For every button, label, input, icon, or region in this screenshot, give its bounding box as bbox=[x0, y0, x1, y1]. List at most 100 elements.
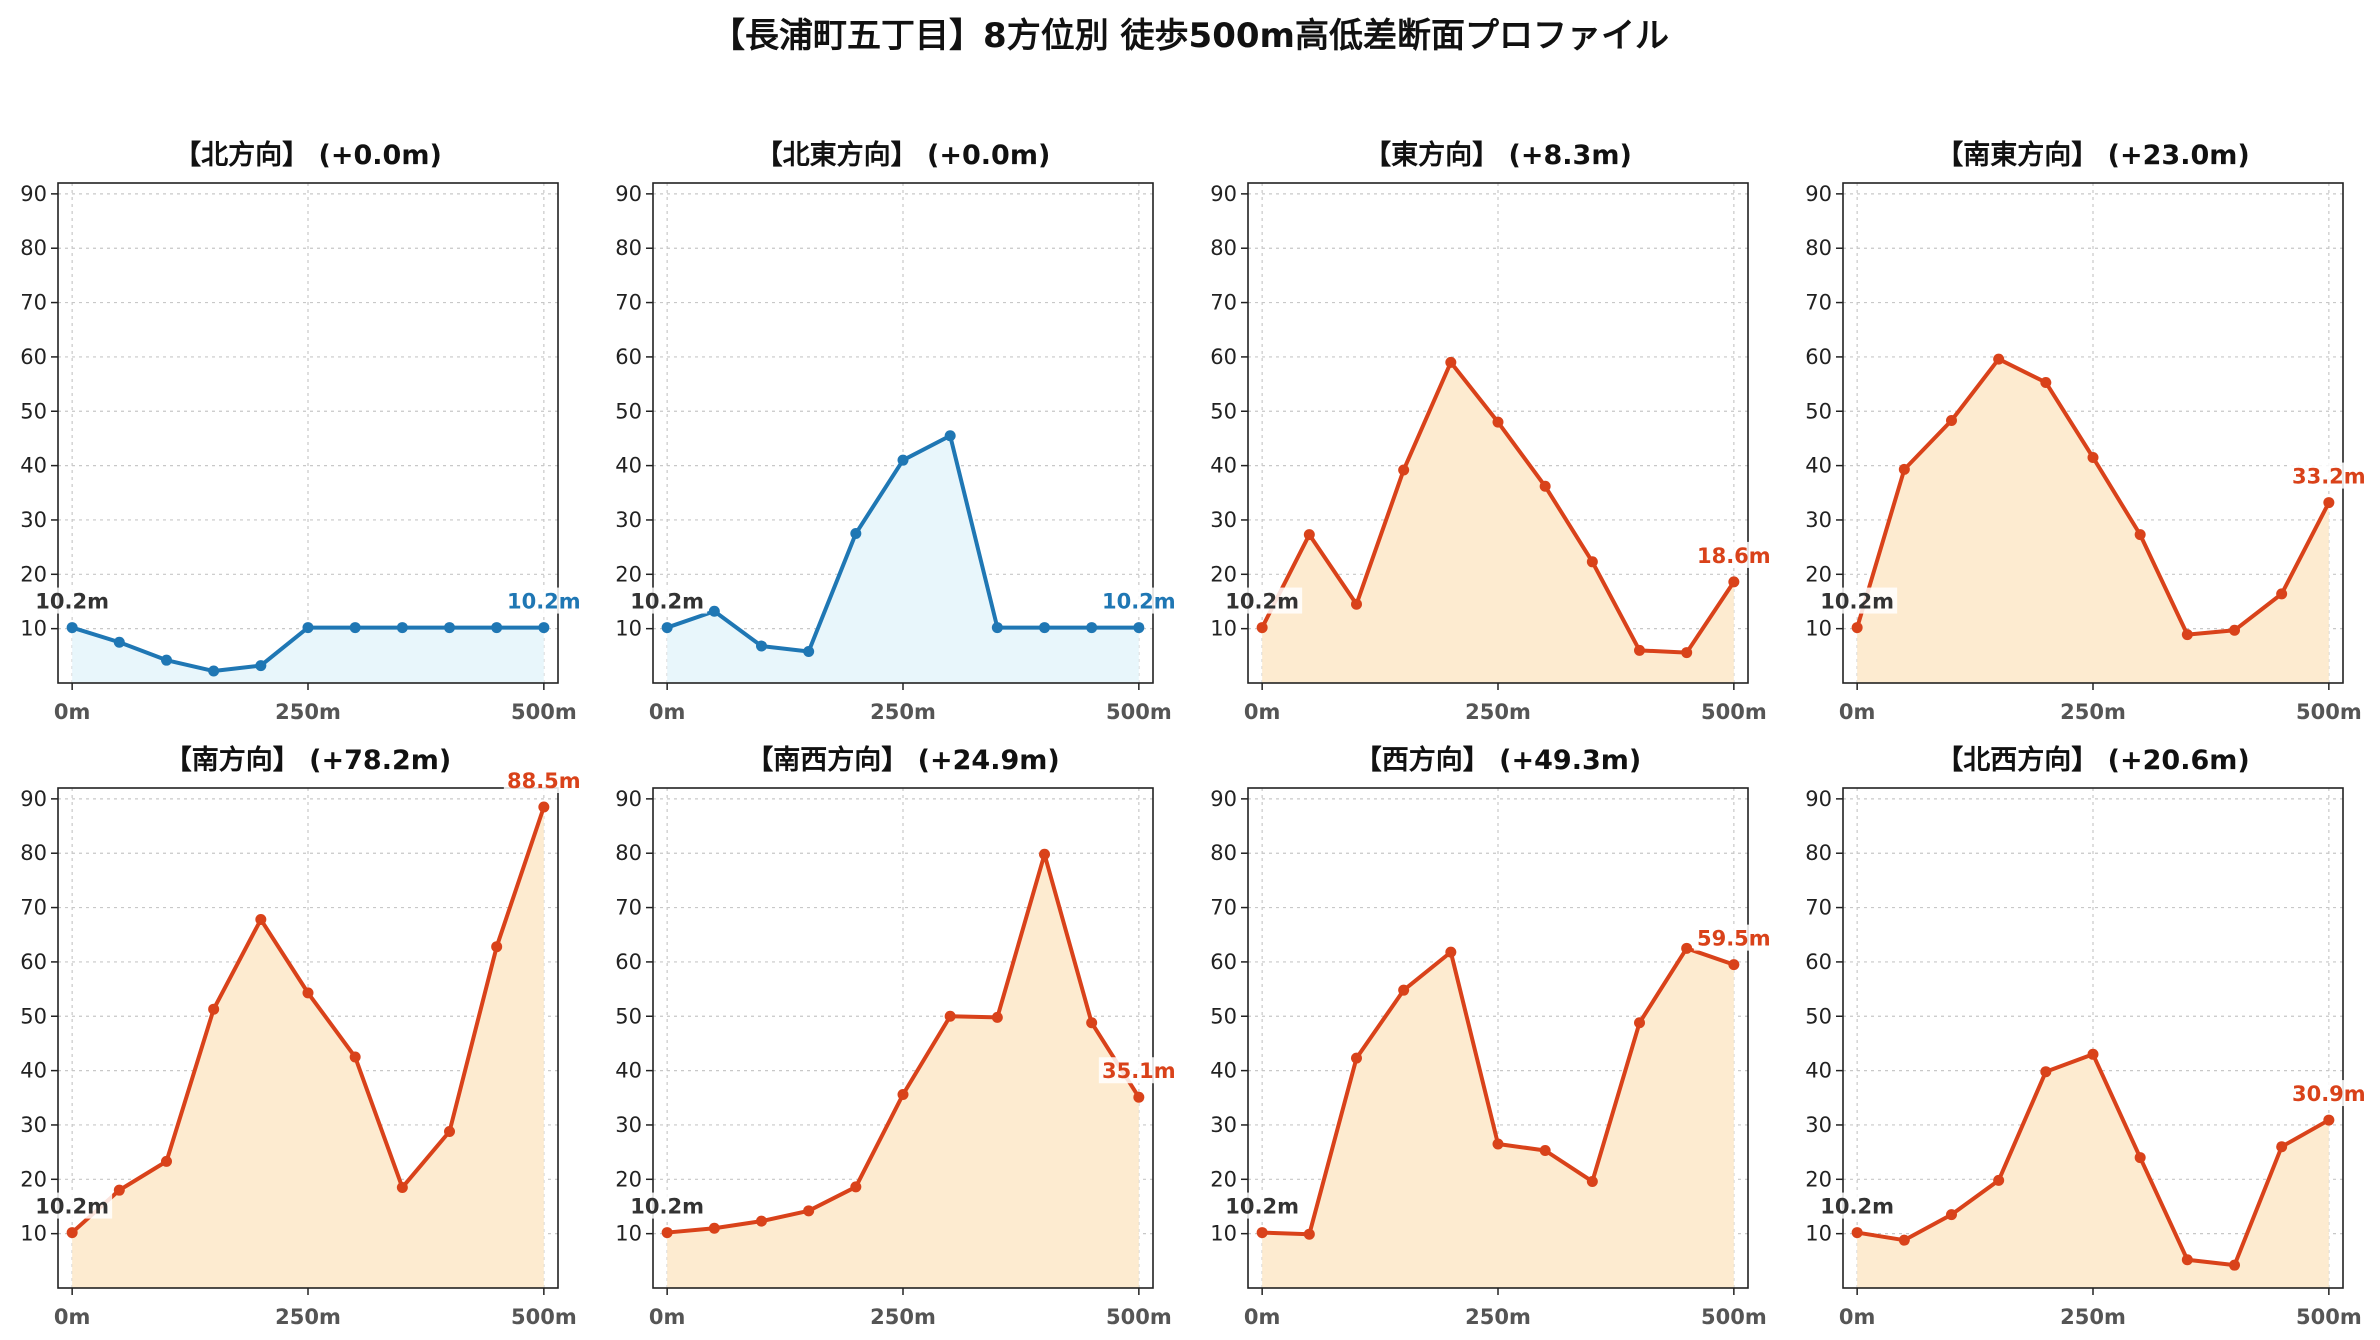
data-point bbox=[1350, 1052, 1362, 1064]
start-elevation-label: 10.2m bbox=[630, 1195, 704, 1219]
x-tick-label: 250m bbox=[2060, 1305, 2126, 1329]
y-tick-label: 20 bbox=[1210, 562, 1237, 586]
data-point bbox=[2229, 1259, 2241, 1271]
data-point bbox=[2040, 376, 2052, 388]
data-point bbox=[444, 1125, 456, 1137]
end-label-bg bbox=[503, 767, 584, 794]
start-elevation-label: 10.2m bbox=[35, 590, 109, 614]
data-point bbox=[1634, 1017, 1646, 1029]
data-point bbox=[897, 454, 909, 466]
y-tick-label: 80 bbox=[615, 841, 642, 865]
y-tick-label: 60 bbox=[20, 345, 47, 369]
x-tick-label: 500m bbox=[1701, 700, 1767, 724]
x-tick-label: 250m bbox=[1465, 700, 1531, 724]
start-label-bg bbox=[627, 1192, 708, 1219]
y-tick-label: 30 bbox=[1805, 508, 1832, 532]
x-tick-label: 0m bbox=[1244, 700, 1281, 724]
y-tick-label: 10 bbox=[1210, 1222, 1237, 1246]
data-point bbox=[944, 1010, 956, 1022]
end-elevation-label: 59.5m bbox=[1697, 927, 1771, 951]
x-tick-label: 0m bbox=[54, 700, 91, 724]
area-fill bbox=[1857, 1054, 2329, 1288]
panel-title: 【北東方向】 (+0.0m) bbox=[756, 139, 1051, 171]
data-point bbox=[1133, 1091, 1145, 1103]
data-point bbox=[66, 1227, 78, 1239]
data-point bbox=[302, 622, 314, 634]
data-point bbox=[991, 1011, 1003, 1023]
data-point bbox=[2181, 629, 2193, 641]
start-elevation-label: 10.2m bbox=[1820, 590, 1894, 614]
data-point bbox=[1898, 463, 1910, 475]
data-point bbox=[2181, 1254, 2193, 1266]
y-tick-label: 10 bbox=[615, 617, 642, 641]
y-tick-label: 50 bbox=[615, 1004, 642, 1028]
data-point bbox=[396, 622, 408, 634]
y-tick-label: 40 bbox=[615, 454, 642, 478]
data-point bbox=[1492, 416, 1504, 428]
end-label-bg bbox=[1693, 541, 1774, 568]
data-point bbox=[66, 622, 78, 634]
y-tick-label: 30 bbox=[1210, 1113, 1237, 1137]
area-fill bbox=[1857, 359, 2329, 683]
data-point bbox=[1492, 1138, 1504, 1150]
panel-title: 【北西方向】 (+20.6m) bbox=[1936, 744, 2249, 776]
x-tick-label: 500m bbox=[511, 700, 577, 724]
y-tick-label: 60 bbox=[615, 950, 642, 974]
x-tick-label: 250m bbox=[2060, 700, 2126, 724]
x-tick-label: 500m bbox=[1106, 700, 1172, 724]
x-tick-label: 0m bbox=[1839, 700, 1876, 724]
data-point bbox=[708, 605, 720, 617]
x-tick-label: 500m bbox=[2296, 1305, 2362, 1329]
y-tick-label: 40 bbox=[20, 454, 47, 478]
data-point bbox=[1256, 622, 1268, 634]
data-point bbox=[708, 1222, 720, 1234]
panel-0: 10 20 30 40 50 60 70 80 90 0m 250m 500m 【北方向】 (+0.0m… bbox=[20, 139, 584, 724]
end-label-bg bbox=[2288, 1080, 2369, 1107]
y-tick-label: 30 bbox=[615, 508, 642, 532]
panel-4: 10 20 30 40 50 60 70 80 90 0m 250m 500m 【南方向】 (+78.2… bbox=[20, 744, 584, 1329]
y-tick-label: 40 bbox=[615, 1059, 642, 1083]
end-label-bg bbox=[1693, 924, 1774, 951]
y-tick-label: 30 bbox=[20, 508, 47, 532]
data-point bbox=[302, 987, 314, 999]
y-tick-label: 20 bbox=[20, 1167, 47, 1191]
y-tick-label: 90 bbox=[20, 182, 47, 206]
data-point bbox=[1445, 946, 1457, 958]
panel-3: 10 20 30 40 50 60 70 80 90 0m 250m 500m 【南東方向】 (+23.… bbox=[1805, 139, 2369, 724]
data-point bbox=[160, 1155, 172, 1167]
area-fill bbox=[667, 435, 1139, 683]
data-point bbox=[1398, 464, 1410, 476]
data-point bbox=[850, 528, 862, 540]
data-point bbox=[2134, 1152, 2146, 1164]
y-tick-label: 20 bbox=[20, 562, 47, 586]
area-fill bbox=[667, 854, 1139, 1288]
data-point bbox=[1728, 576, 1740, 588]
start-label-bg bbox=[1222, 1192, 1303, 1219]
data-point bbox=[1851, 622, 1863, 634]
panel-title: 【東方向】 (+8.3m) bbox=[1364, 139, 1632, 171]
data-point bbox=[208, 1003, 220, 1015]
data-point bbox=[1586, 556, 1598, 568]
data-point bbox=[444, 622, 456, 634]
y-tick-label: 60 bbox=[1805, 345, 1832, 369]
data-point bbox=[2087, 1048, 2099, 1060]
data-point bbox=[1681, 942, 1693, 954]
end-label-bg bbox=[2288, 462, 2369, 489]
panel-7: 10 20 30 40 50 60 70 80 90 0m 250m 500m 【北西方向】 (+20.… bbox=[1805, 744, 2369, 1329]
end-elevation-label: 35.1m bbox=[1102, 1059, 1176, 1083]
y-tick-label: 90 bbox=[20, 787, 47, 811]
y-tick-label: 30 bbox=[615, 1113, 642, 1137]
data-point bbox=[991, 622, 1003, 634]
end-label-bg bbox=[1098, 587, 1179, 614]
axes-frame bbox=[57, 182, 559, 684]
panel-title: 【西方向】 (+49.3m) bbox=[1355, 744, 1641, 776]
start-elevation-label: 10.2m bbox=[630, 590, 704, 614]
y-tick-label: 90 bbox=[1210, 182, 1237, 206]
y-tick-label: 60 bbox=[615, 345, 642, 369]
x-tick-label: 500m bbox=[2296, 700, 2362, 724]
data-point bbox=[1039, 848, 1051, 860]
y-tick-label: 40 bbox=[20, 1059, 47, 1083]
end-elevation-label: 10.2m bbox=[1102, 590, 1176, 614]
x-tick-label: 250m bbox=[870, 700, 936, 724]
